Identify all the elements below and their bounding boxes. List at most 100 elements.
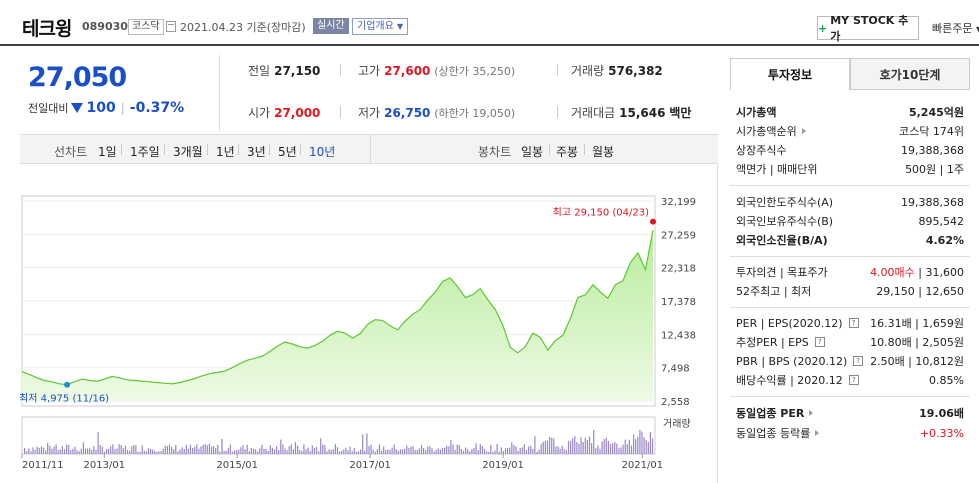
volume-bar — [328, 449, 330, 454]
period-1y[interactable]: 1년 — [216, 145, 235, 159]
volume-bar — [282, 444, 284, 454]
y-tick-label: 12,438 — [661, 330, 696, 341]
volume-bar — [651, 438, 654, 454]
volume-bar — [635, 439, 637, 454]
info-row-52week: 52주최고 | 최저 29,150 | 12,650 — [736, 282, 964, 300]
volume-bar — [40, 446, 42, 454]
period-1w[interactable]: 1주일 — [130, 145, 160, 159]
volume-bar — [68, 444, 70, 454]
help-icon[interactable]: ? — [814, 337, 825, 347]
volume-bar — [152, 449, 154, 454]
volume-bar — [234, 450, 236, 454]
chevron-right-icon[interactable] — [815, 430, 820, 436]
volume-bar — [517, 450, 519, 454]
volume-bar — [416, 449, 418, 454]
info-row-pbr: PBR | BPS (2020.12)? 2.50배 | 10,812원 — [736, 352, 964, 370]
stat-amount: 거래대금 15,646 백만 — [571, 104, 691, 121]
volume-bar — [309, 451, 311, 454]
volume-bar — [588, 436, 591, 454]
period-1d[interactable]: 1일 — [98, 145, 117, 159]
quick-order-button[interactable]: 빠른주문 ▼ — [932, 20, 979, 36]
volume-bar — [521, 447, 523, 454]
info-value: 4.62% — [925, 233, 964, 247]
volume-bar — [563, 449, 565, 454]
mystock-add-button[interactable]: + MY STOCK 추가 — [817, 14, 919, 43]
period-5y[interactable]: 5년 — [278, 145, 297, 159]
divider — [730, 396, 970, 397]
realtime-badge[interactable]: 실시간 — [313, 18, 349, 34]
help-icon[interactable]: ? — [848, 318, 859, 328]
candle-daily[interactable]: 일봉 — [521, 145, 544, 159]
stat-low-label: 저가 — [358, 106, 381, 120]
volume-bar — [633, 434, 635, 454]
stat-prev: 전일 27,150 — [248, 62, 320, 79]
volume-bar — [227, 447, 229, 454]
volume-bar — [204, 444, 206, 454]
change-label: 전일대비 — [28, 102, 69, 115]
divider — [557, 64, 558, 76]
volume-bar — [171, 446, 173, 454]
volume-bar — [53, 446, 55, 454]
volume-bar — [423, 448, 425, 454]
volume-bar — [519, 447, 521, 454]
info-value: 16.31배 | 1,659원 — [870, 317, 964, 330]
stat-lower-limit: (하한가 19,050) — [434, 107, 516, 120]
volume-bar — [616, 443, 618, 454]
change-amount: 100 — [86, 100, 116, 116]
help-icon[interactable]: ? — [848, 375, 859, 385]
period-3y[interactable]: 3년 — [247, 145, 266, 159]
chevron-right-icon[interactable] — [801, 128, 806, 134]
help-icon[interactable]: ? — [853, 356, 864, 366]
divider — [207, 144, 208, 155]
volume-bar — [364, 450, 366, 454]
volume-bar — [425, 450, 427, 454]
candle-weekly[interactable]: 주봉 — [556, 145, 579, 159]
volume-bar — [437, 448, 439, 454]
info-value: 19,388,368 — [901, 195, 964, 209]
volume-bar — [120, 445, 122, 454]
info-row-industry-per: 동일업종 PER 19.06배 — [736, 404, 964, 422]
info-label-wrap: 추정PER | EPS? — [736, 334, 825, 350]
volume-bar — [395, 449, 397, 454]
info-label: 외국인한도주식수(A) — [736, 196, 834, 209]
volume-label: 거래량 — [663, 418, 691, 430]
period-10y[interactable]: 10년 — [309, 145, 336, 159]
tab-order-book[interactable]: 호가10단계 — [850, 58, 970, 90]
volume-bar — [301, 450, 303, 454]
volume-bar — [322, 444, 324, 454]
volume-bar — [399, 449, 402, 454]
volume-bar — [494, 450, 496, 454]
info-label: 외국인소진율(B/A) — [736, 234, 828, 247]
company-info-button[interactable]: 기업개요 ▼ — [352, 18, 409, 35]
mystock-label: MY STOCK 추가 — [830, 14, 909, 43]
volume-bar — [200, 446, 202, 454]
info-label-wrap: 동일업종 PER — [736, 405, 814, 421]
volume-bar — [324, 445, 326, 454]
volume-bar — [402, 449, 404, 454]
candle-monthly[interactable]: 월봉 — [592, 145, 615, 159]
volume-bar — [444, 447, 446, 454]
info-value: 19.06배 — [919, 407, 964, 420]
info-row-foreign-ratio: 외국인소진율(B/A) 4.62% — [736, 231, 964, 249]
volume-bar — [297, 445, 299, 454]
volume-bar — [177, 451, 179, 454]
volume-bar — [420, 445, 423, 454]
volume-bar — [570, 441, 572, 454]
volume-bar — [261, 444, 263, 454]
volume-bar — [536, 451, 538, 454]
tab-investment-info[interactable]: 투자정보 — [730, 58, 850, 90]
volume-bar — [210, 446, 213, 454]
volume-bar — [385, 450, 387, 454]
info-value: 5,245억원 — [908, 106, 964, 119]
chevron-right-icon[interactable] — [809, 410, 814, 416]
volume-bar — [116, 448, 118, 454]
volume-bar — [496, 444, 498, 454]
volume-bar — [368, 445, 370, 454]
volume-bar — [181, 447, 183, 454]
volume-bar — [483, 448, 486, 454]
volume-bar — [196, 444, 198, 454]
volume-bar — [557, 446, 559, 454]
volume-bar — [150, 449, 152, 454]
info-label: 투자의견 | 목표주가 — [736, 266, 828, 279]
period-3m[interactable]: 3개월 — [173, 145, 203, 159]
